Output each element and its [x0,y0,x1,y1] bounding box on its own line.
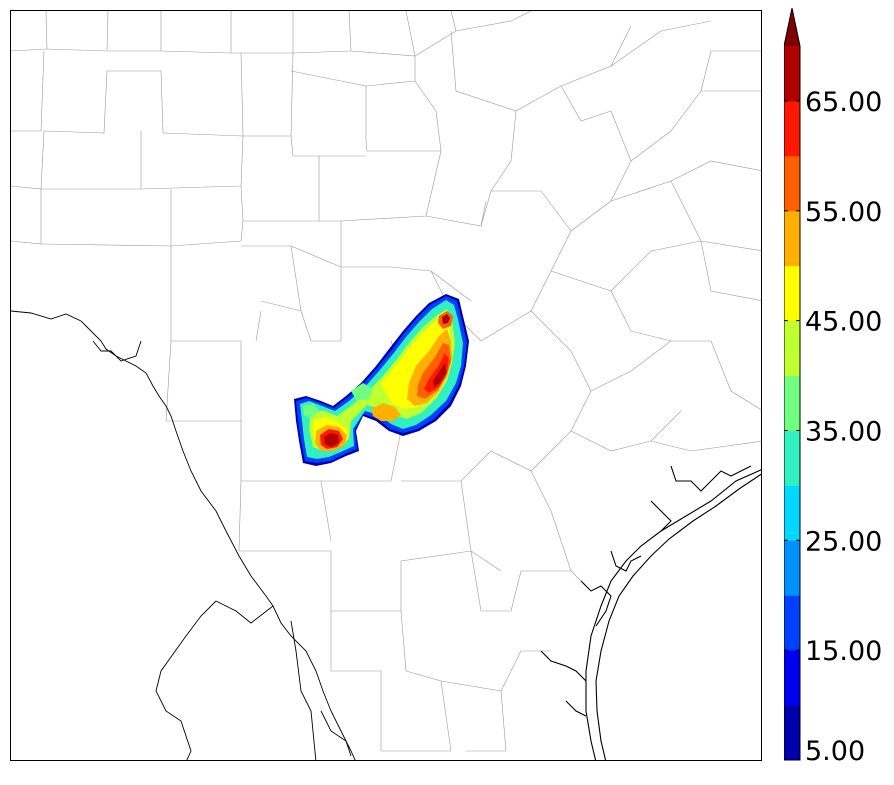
rio-grande-border [11,310,356,760]
colorbar-band [784,595,800,651]
colorbar-band [784,100,800,157]
colorbar-tick-label: 15.00 [805,636,882,667]
colorbar-band [784,540,800,596]
colorbar-band [784,210,800,267]
gulf-coastline [540,465,761,760]
contour-65-sw [324,433,339,447]
precip-field [294,294,469,466]
colorbar-band [784,485,800,541]
county-boundaries [11,11,761,752]
colorbar-extend-arrow [784,8,800,46]
colorbar-ticks: 5.00 15.00 25.00 35.00 45.00 55.00 65.00 [784,87,882,767]
colorbar-bands [784,8,801,761]
contour-65 [433,363,446,387]
contour-65-ne [442,314,450,324]
colorbar: 5.00 15.00 25.00 35.00 45.00 55.00 65.00 [784,8,882,767]
colorbar-band [784,46,800,102]
colorbar-tick-label: 65.00 [805,87,882,118]
colorbar-band [784,650,800,706]
colorbar-band [784,705,800,761]
colorbar-tick-label: 5.00 [805,736,865,767]
colorbar-tick-label: 35.00 [805,416,882,447]
colorbar-tick-label: 25.00 [805,526,882,557]
contour-55 [417,343,451,399]
colorbar-band [784,155,800,212]
colorbar-band [784,375,800,431]
colorbar-band [784,320,800,377]
contour-50-mid [371,403,401,421]
colorbar-band [784,265,800,322]
map-canvas [11,11,761,760]
colorbar-tick-label: 45.00 [805,307,882,338]
colorbar-tick-label: 55.00 [805,197,882,228]
colorbar-band [784,430,800,486]
contour-60 [424,353,449,393]
contour-40-mid2 [351,383,373,401]
map-panel [10,10,762,761]
contour-30-w [303,404,319,419]
